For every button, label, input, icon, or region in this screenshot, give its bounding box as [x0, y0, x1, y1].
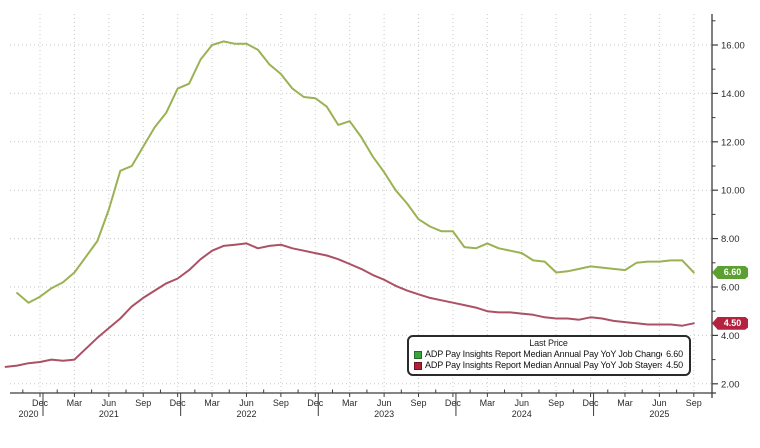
svg-text:Mar: Mar [480, 398, 496, 408]
svg-text:Dec: Dec [307, 398, 324, 408]
svg-text:Jun: Jun [102, 398, 117, 408]
svg-text:Jun: Jun [239, 398, 254, 408]
legend-value-job-stayers: 4.50 [666, 360, 683, 370]
legend-box: Last Price ADP Pay Insights Report Media… [407, 335, 691, 376]
svg-text:4.00: 4.00 [721, 331, 740, 342]
svg-text:Jun: Jun [652, 398, 667, 408]
legend-value-job-changers: 6.60 [666, 349, 683, 359]
svg-text:10.00: 10.00 [721, 186, 745, 197]
legend-swatch-job-changers [414, 350, 422, 359]
svg-text:Mar: Mar [617, 398, 633, 408]
svg-text:Sep: Sep [411, 398, 427, 408]
last-price-badge-job-changers: 6.60 [712, 266, 748, 279]
svg-text:Sep: Sep [686, 398, 702, 408]
svg-text:Mar: Mar [342, 398, 358, 408]
last-price-badge-job-stayers: 4.50 [712, 316, 748, 330]
svg-text:Sep: Sep [135, 398, 151, 408]
legend-label-job-changers: ADP Pay Insights Report Median Annual Pa… [425, 349, 663, 359]
svg-text:2.00: 2.00 [721, 379, 740, 390]
svg-text:2020: 2020 [19, 409, 39, 419]
svg-text:8.00: 8.00 [721, 234, 740, 245]
legend-row-job-changers: ADP Pay Insights Report Median Annual Pa… [414, 349, 683, 360]
svg-text:Jun: Jun [377, 398, 392, 408]
svg-text:2024: 2024 [512, 409, 532, 419]
legend-swatch-job-stayers [414, 361, 422, 370]
svg-text:2023: 2023 [374, 409, 394, 419]
svg-text:2025: 2025 [649, 409, 669, 419]
svg-text:2022: 2022 [236, 409, 256, 419]
svg-text:Mar: Mar [204, 398, 220, 408]
svg-text:Sep: Sep [548, 398, 564, 408]
svg-text:2021: 2021 [99, 409, 119, 419]
svg-text:Dec: Dec [32, 398, 49, 408]
svg-text:Dec: Dec [170, 398, 187, 408]
svg-text:Jun: Jun [514, 398, 529, 408]
svg-text:Sep: Sep [273, 398, 289, 408]
svg-text:16.00: 16.00 [721, 41, 745, 52]
legend-label-job-stayers: ADP Pay Insights Report Median Annual Pa… [425, 360, 663, 370]
svg-text:6.00: 6.00 [721, 283, 740, 294]
svg-text:Mar: Mar [67, 398, 83, 408]
svg-text:12.00: 12.00 [721, 137, 745, 148]
svg-text:Dec: Dec [583, 398, 600, 408]
legend-title: Last Price [529, 338, 568, 348]
svg-text:14.00: 14.00 [721, 89, 745, 100]
legend-row-job-stayers: ADP Pay Insights Report Median Annual Pa… [414, 360, 683, 371]
svg-text:Dec: Dec [445, 398, 462, 408]
